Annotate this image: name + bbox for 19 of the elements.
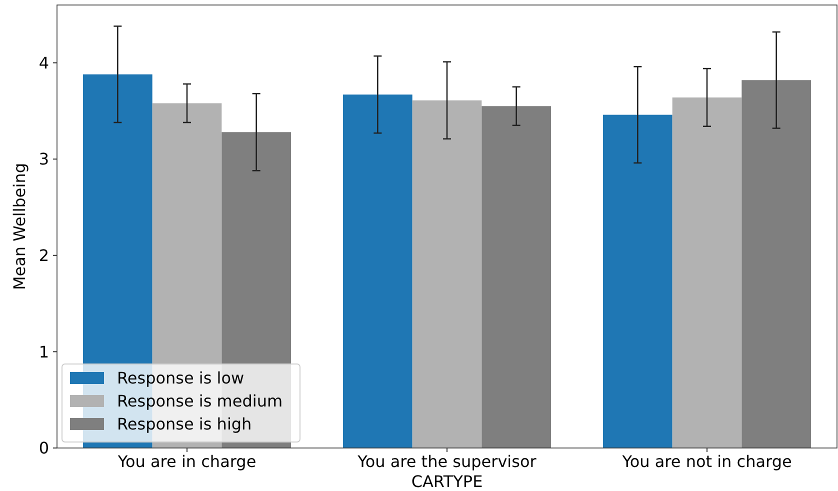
bar xyxy=(412,100,482,448)
bar xyxy=(742,80,811,448)
legend-label: Response is low xyxy=(117,368,244,388)
y-tick-label: 0 xyxy=(38,438,49,458)
y-tick-label: 1 xyxy=(38,342,49,362)
y-tick-label: 4 xyxy=(38,53,49,72)
legend-label: Response is high xyxy=(117,414,252,434)
bar xyxy=(482,106,551,448)
bar xyxy=(672,97,742,448)
x-tick-label: You are in charge xyxy=(116,452,256,471)
x-axis-title: CARTYPE xyxy=(411,472,483,491)
bar xyxy=(603,114,672,448)
legend-label: Response is medium xyxy=(117,392,283,411)
y-axis-title: Mean Wellbeing xyxy=(10,162,29,290)
y-tick-label: 3 xyxy=(38,150,49,169)
x-tick-label: You are not in charge xyxy=(621,452,792,471)
bar xyxy=(343,94,412,448)
x-tick-label: You are the supervisor xyxy=(356,452,537,471)
y-tick-label: 2 xyxy=(38,246,49,265)
